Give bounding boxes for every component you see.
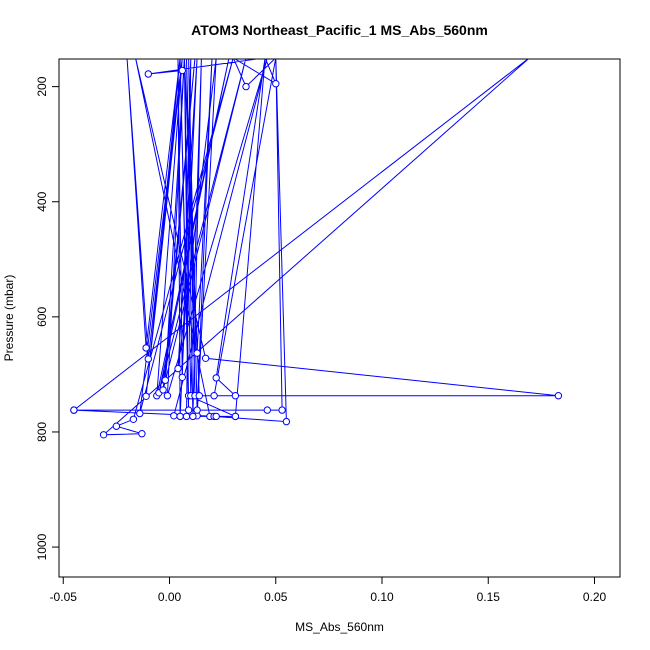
data-point (554, 392, 563, 400)
data-point (278, 406, 286, 414)
data-point (178, 373, 187, 381)
data-point (184, 406, 193, 414)
data-point (263, 406, 271, 414)
data-point (163, 392, 172, 400)
data-point (174, 364, 182, 373)
x-tick-label: -0.05 (50, 590, 78, 604)
plot-area (70, 59, 563, 439)
data-point (170, 412, 178, 420)
data-point (142, 392, 150, 400)
data-point (70, 406, 78, 414)
data-point (189, 412, 197, 421)
data-point (231, 392, 240, 400)
data-point (142, 344, 150, 352)
data-point (99, 431, 108, 439)
data-point (112, 422, 121, 430)
chart-title: ATOM3 Northeast_Pacific_1 MS_Abs_560nm (191, 22, 488, 38)
data-point (242, 82, 250, 91)
data-point (193, 406, 201, 414)
y-tick-label: 200 (35, 76, 49, 96)
x-tick-label: 0.00 (158, 590, 182, 604)
data-point (282, 417, 291, 426)
data-point (138, 430, 146, 438)
x-tick-label: 0.05 (264, 590, 288, 604)
data-point (144, 355, 153, 363)
x-tick-label: 0.20 (583, 590, 607, 604)
data-point (136, 409, 144, 418)
data-point (272, 80, 280, 88)
data-point (210, 392, 218, 400)
data-point (178, 66, 187, 75)
data-point (212, 374, 220, 382)
data-point (129, 415, 138, 423)
y-tick-label: 1000 (35, 533, 49, 560)
data-point (182, 412, 191, 421)
data-point (161, 376, 170, 384)
plot-frame (58, 58, 621, 578)
y-tick-label: 400 (35, 191, 49, 211)
series-line (73, 59, 559, 436)
x-axis-label: MS_Abs_560nm (295, 620, 384, 634)
data-point (159, 386, 167, 394)
data-point (176, 412, 184, 421)
y-tick-label: 800 (35, 422, 49, 442)
data-point (195, 392, 204, 400)
x-tick-label: 0.10 (370, 590, 394, 604)
y-tick-label: 600 (35, 307, 49, 327)
y-axis: 200 400 600 800 1000 (35, 76, 60, 560)
data-point (212, 412, 220, 421)
x-axis: -0.05 0.00 0.05 0.10 0.15 0.20 (50, 576, 607, 604)
data-point (231, 412, 240, 421)
x-tick-label: 0.15 (477, 590, 501, 604)
data-point (193, 349, 201, 357)
data-point (201, 354, 210, 362)
y-axis-label: Pressure (mbar) (2, 275, 16, 362)
data-point (144, 70, 153, 78)
